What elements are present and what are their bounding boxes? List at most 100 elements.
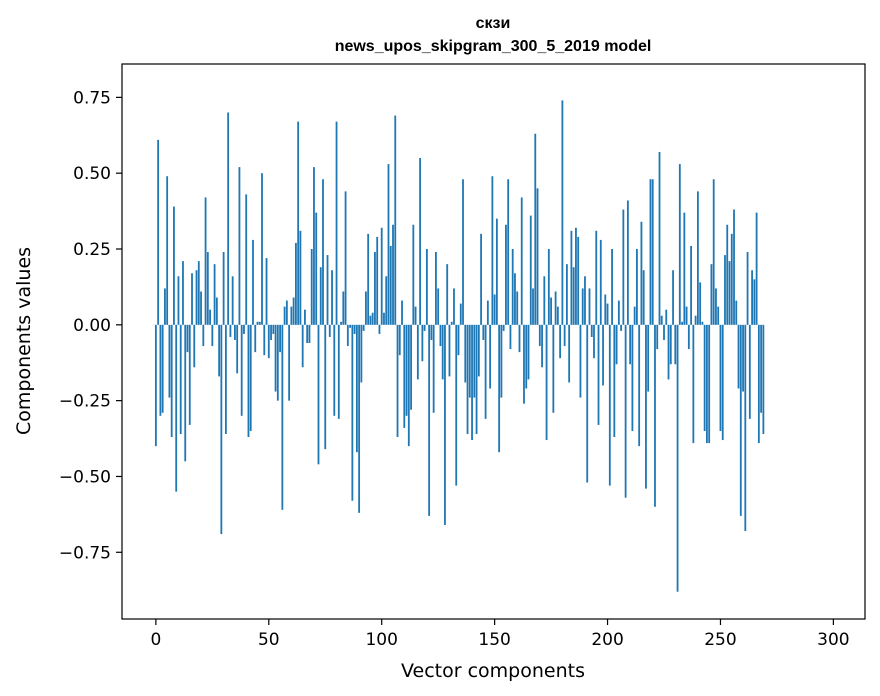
bar-3 bbox=[161, 324, 164, 413]
bar-252 bbox=[724, 255, 726, 325]
bar-170 bbox=[538, 324, 541, 347]
bar-70 bbox=[313, 167, 315, 325]
bar-167 bbox=[532, 288, 534, 325]
bar-125 bbox=[437, 288, 440, 325]
bar-13 bbox=[184, 324, 187, 462]
bar-151 bbox=[495, 218, 498, 325]
bar-69 bbox=[310, 249, 313, 325]
bar-118 bbox=[421, 324, 424, 362]
bar-60 bbox=[290, 306, 293, 325]
bar-86 bbox=[349, 324, 351, 328]
y-tick-label: 0.00 bbox=[73, 316, 111, 336]
bar-37 bbox=[238, 167, 241, 325]
bar-48 bbox=[263, 324, 266, 356]
bar-95 bbox=[369, 315, 372, 325]
bar-189 bbox=[581, 288, 584, 325]
bar-221 bbox=[654, 324, 656, 507]
bar-237 bbox=[690, 245, 693, 325]
bar-73 bbox=[319, 267, 322, 325]
bar-199 bbox=[604, 294, 607, 325]
bar-266 bbox=[755, 212, 758, 325]
bar-181 bbox=[563, 324, 566, 347]
bar-183 bbox=[568, 324, 571, 383]
bar-35 bbox=[234, 324, 236, 340]
bar-21 bbox=[202, 324, 205, 347]
bar-80 bbox=[335, 121, 338, 325]
bar-224 bbox=[660, 315, 663, 325]
bar-74 bbox=[322, 179, 324, 325]
x-axis-label: Vector components bbox=[401, 660, 585, 682]
bar-4 bbox=[164, 288, 166, 325]
bar-130 bbox=[448, 324, 451, 377]
bar-205 bbox=[617, 300, 620, 325]
bar-213 bbox=[636, 249, 638, 325]
bar-20 bbox=[200, 291, 202, 325]
bar-194 bbox=[593, 324, 595, 359]
bar-103 bbox=[387, 164, 390, 325]
bar-163 bbox=[523, 324, 525, 404]
bar-211 bbox=[631, 324, 634, 431]
bar-214 bbox=[638, 324, 641, 447]
bar-268 bbox=[760, 324, 763, 413]
bar-141 bbox=[473, 324, 476, 398]
bar-89 bbox=[355, 324, 358, 453]
bar-146 bbox=[484, 324, 487, 419]
bar-104 bbox=[389, 245, 392, 325]
bar-24 bbox=[209, 309, 211, 325]
bar-42 bbox=[249, 324, 252, 431]
bar-137 bbox=[464, 324, 467, 383]
bar-64 bbox=[299, 230, 302, 325]
bar-226 bbox=[665, 309, 668, 325]
bar-159 bbox=[514, 273, 516, 325]
bar-152 bbox=[498, 324, 501, 453]
bar-251 bbox=[721, 324, 724, 441]
bar-157 bbox=[509, 324, 512, 350]
bar-177 bbox=[554, 291, 557, 325]
chart-subtitle: news_upos_skipgram_300_5_2019 model bbox=[335, 38, 652, 55]
bar-196 bbox=[597, 324, 600, 425]
bar-255 bbox=[730, 233, 733, 325]
bar-250 bbox=[719, 324, 722, 431]
bar-5 bbox=[166, 176, 169, 325]
bar-121 bbox=[428, 324, 431, 516]
bar-10 bbox=[177, 276, 180, 325]
bar-209 bbox=[626, 200, 629, 325]
bar-36 bbox=[236, 324, 239, 374]
bar-92 bbox=[362, 324, 365, 331]
bar-269 bbox=[762, 324, 765, 434]
y-tick-label: −0.25 bbox=[59, 392, 111, 412]
bar-218 bbox=[647, 324, 650, 392]
bar-192 bbox=[588, 288, 591, 325]
x-tick-label: 200 bbox=[591, 630, 623, 650]
bar-106 bbox=[394, 115, 397, 325]
bar-14 bbox=[186, 324, 189, 353]
bar-243 bbox=[703, 324, 706, 431]
bar-16 bbox=[191, 273, 193, 325]
bar-182 bbox=[565, 264, 568, 325]
bar-160 bbox=[516, 291, 519, 325]
bar-100 bbox=[380, 227, 383, 325]
bar-26 bbox=[213, 264, 216, 325]
bar-162 bbox=[520, 197, 523, 325]
bar-212 bbox=[633, 306, 636, 325]
bars-group bbox=[154, 100, 765, 592]
bar-222 bbox=[656, 324, 659, 350]
bar-128 bbox=[444, 324, 446, 525]
bar-25 bbox=[211, 324, 214, 347]
bar-123 bbox=[432, 324, 435, 413]
bar-55 bbox=[279, 324, 281, 353]
bar-173 bbox=[545, 324, 548, 441]
bar-235 bbox=[685, 306, 688, 325]
bar-41 bbox=[247, 324, 250, 438]
bar-97 bbox=[374, 252, 376, 325]
bar-18 bbox=[195, 270, 198, 325]
bar-180 bbox=[561, 100, 564, 325]
bar-197 bbox=[599, 239, 602, 325]
bar-195 bbox=[595, 230, 598, 325]
bar-53 bbox=[274, 324, 277, 392]
bar-247 bbox=[712, 179, 715, 325]
bar-96 bbox=[371, 312, 374, 325]
y-tick-label: 0.75 bbox=[73, 88, 111, 108]
bar-136 bbox=[462, 179, 464, 325]
bar-190 bbox=[584, 276, 586, 325]
